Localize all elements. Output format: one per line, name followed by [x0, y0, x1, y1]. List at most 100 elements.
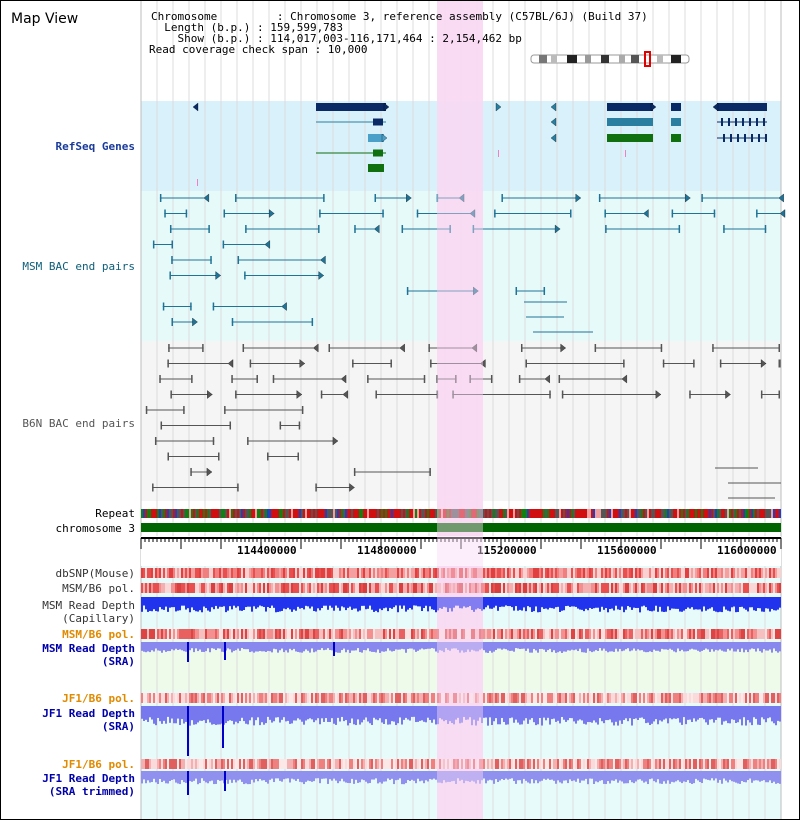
- msm-depth-sra-bar: [245, 642, 247, 650]
- jf1-pol-cell: [295, 693, 297, 703]
- b6n-bac-end-arrow: [313, 343, 319, 353]
- jf1-pol-cell: [203, 693, 205, 703]
- jf1-depth-sra-bar: [261, 706, 263, 723]
- jf1-depth-trim-bar: [217, 771, 219, 780]
- msm-depth-sra-bar: [747, 642, 749, 653]
- axis-tick-label: 115600000: [597, 544, 657, 557]
- jf1-depth-sra-bar: [673, 706, 675, 719]
- msm-depth-sra-bar: [249, 642, 251, 653]
- jf1-read-depth-trim-label: JF1 Read Depth: [42, 772, 135, 785]
- dbsnp-cell: [209, 568, 211, 578]
- jf1-depth-trim-bar: [153, 771, 155, 779]
- jf1-pol-cell: [721, 693, 723, 703]
- jf1-depth-sra-bar: [327, 706, 329, 722]
- dbsnp-cell: [473, 568, 475, 578]
- jf1-depth-trim-bar: [379, 771, 381, 783]
- jf1-pol-cell: [535, 693, 537, 703]
- jf1-pol-trim-cell: [351, 759, 353, 769]
- jf1-pol-cell: [225, 693, 227, 703]
- repeat-segment: [147, 509, 149, 518]
- dbsnp-cell: [775, 568, 777, 578]
- jf1-depth-trim-bar: [297, 771, 299, 779]
- jf1-depth-sra-bar: [503, 706, 505, 722]
- jf1-pol-trim-cell: [437, 759, 439, 769]
- repeat-segment: [669, 509, 671, 518]
- jf1-pol-trim-cell: [419, 759, 421, 769]
- jf1-pol-cell: [551, 693, 553, 703]
- dbsnp-cell: [697, 568, 699, 578]
- repeat-segment: [481, 509, 483, 518]
- msm-pol-cell: [369, 583, 371, 593]
- jf1-depth-sra-bar: [713, 706, 715, 723]
- dbsnp-cell: [443, 568, 445, 578]
- jf1-pol-trim-cell: [739, 759, 741, 769]
- msm-depth-cap-bar: [141, 597, 143, 612]
- sra-trimmed-label: (SRA trimmed): [48, 785, 135, 798]
- repeat-segment: [145, 509, 147, 518]
- msm-depth-sra-bar: [491, 642, 493, 653]
- msm-depth-cap-bar: [527, 597, 529, 607]
- jf1-depth-trim-bar: [269, 771, 271, 780]
- msm-depth-sra-bar: [291, 642, 293, 651]
- jf1-pol-cell: [277, 693, 279, 703]
- msm-depth-cap-bar: [161, 597, 163, 610]
- msm-pol-cell: [591, 583, 593, 593]
- msm-depth-cap-bar: [479, 597, 481, 609]
- jf1-depth-trim-bar: [485, 771, 487, 784]
- repeat-segment: [595, 509, 597, 518]
- repeat-segment: [367, 509, 369, 518]
- msm-depth-sra-bar: [327, 642, 329, 649]
- repeat-segment: [345, 509, 347, 518]
- jf1-pol-trim-cell: [595, 759, 597, 769]
- jf1-pol-trim-cell: [401, 759, 403, 769]
- jf1-pol-trim-cell: [485, 759, 487, 769]
- msm-depth-cap-bar: [739, 597, 741, 607]
- msm-pol-sra-cell: [497, 629, 499, 639]
- dbsnp-cell: [717, 568, 719, 578]
- msm-pol-sra-cell: [643, 629, 645, 639]
- coverage-span-line: Read coverage check span : 10,000: [149, 43, 368, 56]
- msm-pol-cell: [629, 583, 631, 593]
- jf1-pol-cell: [395, 693, 397, 703]
- jf1-depth-trim-bar: [185, 771, 187, 783]
- jf1-pol-trim-cell: [573, 759, 575, 769]
- jf1-depth-trim-bar: [473, 771, 475, 782]
- repeat-segment: [223, 509, 225, 518]
- dbsnp-cell: [311, 568, 313, 578]
- jf1-pol-cell: [677, 693, 679, 703]
- msm-depth-sra-bar: [701, 642, 703, 651]
- jf1-depth-sra-bar: [301, 706, 303, 722]
- repeat-segment: [625, 509, 627, 518]
- dbsnp-cell: [707, 568, 709, 578]
- msm-depth-sra-bar: [379, 642, 381, 653]
- msm-pol-cell: [589, 583, 591, 593]
- jf1-pol-cell: [665, 693, 667, 703]
- gene-block: [607, 118, 653, 126]
- msm-bac-end: [152, 240, 155, 249]
- msm-depth-sra-bar: [263, 642, 265, 652]
- jf1-pol-cell: [587, 693, 589, 703]
- msm-depth-sra-bar: [195, 642, 197, 649]
- jf1-pol-trim-cell: [181, 759, 183, 769]
- jf1-pol-cell: [369, 693, 371, 703]
- msm-pol-cell: [543, 583, 545, 593]
- repeat-segment: [171, 509, 173, 518]
- msm-depth-cap-bar: [509, 597, 511, 607]
- dbsnp-cell: [147, 568, 149, 578]
- jf1-pol-cell: [481, 693, 483, 703]
- msm-depth-cap-bar: [459, 597, 461, 609]
- msm-depth-cap-bar: [755, 597, 757, 611]
- jf1-depth-trim-bar: [587, 771, 589, 785]
- jf1-depth-trim-bar: [775, 771, 777, 784]
- msm-depth-cap-bar: [353, 597, 355, 609]
- jf1-pol-cell: [249, 693, 251, 703]
- repeat-segment: [409, 509, 411, 518]
- jf1-pol-trim-cell: [665, 759, 667, 769]
- jf1-pol-cell: [399, 693, 401, 703]
- repeat-segment: [225, 509, 227, 518]
- msm-depth-sra-bar: [229, 642, 231, 650]
- jf1-depth-sra-bar: [671, 706, 673, 720]
- msm-depth-sra-bar: [265, 642, 267, 652]
- msm-depth-sra-bar: [425, 642, 427, 650]
